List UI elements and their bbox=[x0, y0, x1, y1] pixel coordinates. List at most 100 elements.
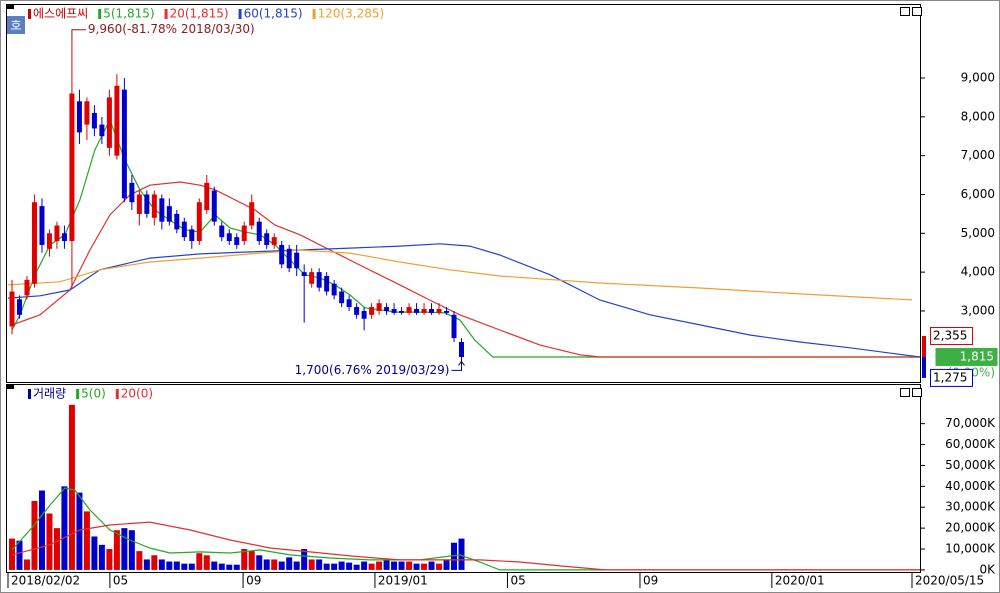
candle-body bbox=[9, 291, 15, 327]
y-tick-label: 7,000 bbox=[961, 148, 995, 162]
candle-body bbox=[444, 310, 450, 313]
volume-bar bbox=[271, 559, 278, 570]
candle-body bbox=[204, 182, 210, 211]
candle-body bbox=[84, 101, 90, 125]
candle-body bbox=[219, 225, 225, 238]
volume-bar bbox=[203, 555, 210, 570]
minimize-icon[interactable] bbox=[900, 388, 910, 397]
candle-body bbox=[196, 202, 202, 242]
volume-bar bbox=[211, 561, 218, 570]
candle-body bbox=[414, 309, 420, 313]
candle-body bbox=[39, 206, 45, 245]
volume-bar bbox=[293, 561, 300, 570]
candle-body bbox=[346, 299, 352, 308]
candle-body bbox=[144, 194, 150, 214]
x-tick-label: 2019/01 bbox=[378, 574, 428, 588]
volume-bar bbox=[353, 564, 360, 570]
y-tick-label: 60,000K bbox=[945, 437, 996, 451]
volume-bar bbox=[151, 555, 158, 570]
volume-bar bbox=[458, 538, 465, 570]
candle-body bbox=[189, 229, 195, 242]
volume-bar bbox=[398, 561, 405, 570]
legend-label: 에스에프씨 bbox=[33, 7, 88, 21]
candle-body bbox=[391, 309, 397, 313]
y-tick-label: 10,000K bbox=[945, 542, 996, 556]
candle-body bbox=[121, 89, 127, 199]
badge-box[interactable] bbox=[7, 16, 25, 34]
volume-bar bbox=[413, 563, 420, 570]
candle-body bbox=[429, 309, 435, 313]
price-panel bbox=[6, 4, 921, 383]
candle-body bbox=[324, 276, 330, 292]
y-tick-label: 9,000 bbox=[961, 70, 995, 84]
x-tick-label: 2020/01 bbox=[775, 574, 825, 588]
price-marker-label: 2,355 bbox=[933, 328, 967, 342]
y-tick-label: 30,000K bbox=[945, 500, 996, 514]
candle-body bbox=[211, 190, 217, 222]
maximize-icon[interactable] bbox=[912, 388, 922, 397]
volume-bar bbox=[376, 561, 383, 570]
candle-body bbox=[241, 225, 247, 242]
volume-bar bbox=[256, 555, 263, 570]
legend-label: 60(1,815) bbox=[244, 7, 303, 21]
volume-bar bbox=[443, 559, 450, 570]
ma-line bbox=[7, 243, 921, 358]
maximize-icon[interactable] bbox=[912, 7, 922, 16]
panel-icon bbox=[7, 385, 14, 389]
candle-body bbox=[331, 283, 337, 296]
legend-label: 5(0) bbox=[81, 387, 106, 401]
ma-line bbox=[11, 521, 920, 571]
volume-bar bbox=[248, 551, 255, 570]
y-tick-label: 70,000K bbox=[945, 416, 996, 430]
candle-body bbox=[384, 307, 390, 311]
candle-body bbox=[279, 244, 285, 265]
y-tick-label: 40,000K bbox=[945, 479, 996, 493]
x-tick-label: 2018/02/02 bbox=[11, 574, 80, 588]
candle-body bbox=[76, 101, 82, 133]
legend-marker bbox=[312, 9, 316, 19]
candle-body bbox=[31, 202, 37, 284]
volume-bar bbox=[8, 538, 15, 570]
candle-body bbox=[99, 124, 105, 137]
y-tick-label: 20,000K bbox=[945, 521, 996, 535]
annotation: 1,700(6.76% 2019/03/29) bbox=[295, 363, 450, 377]
volume-bar bbox=[158, 559, 165, 570]
volume-bar bbox=[241, 549, 248, 570]
candle-body bbox=[286, 248, 292, 269]
candle-body bbox=[46, 233, 52, 249]
legend-marker bbox=[164, 9, 168, 19]
y-tick-label: 3,000 bbox=[961, 303, 995, 317]
candle-body bbox=[249, 202, 255, 226]
window-icons[interactable] bbox=[900, 7, 922, 397]
volume-bar bbox=[391, 561, 398, 570]
volume-bar bbox=[308, 559, 315, 570]
candle-body bbox=[354, 307, 360, 315]
volume-bar bbox=[173, 561, 180, 570]
candle-body bbox=[129, 182, 135, 203]
candle-body bbox=[234, 237, 240, 245]
ma-line bbox=[7, 249, 913, 301]
volume-bar bbox=[338, 561, 345, 570]
badge[interactable]: 호 bbox=[10, 19, 21, 33]
volume-bar bbox=[218, 563, 225, 570]
volume-bar bbox=[46, 513, 53, 570]
candle-body bbox=[174, 213, 180, 230]
legend-label: 20(1,815) bbox=[170, 7, 229, 21]
volume-bar bbox=[136, 551, 143, 570]
volume-bar bbox=[113, 530, 120, 570]
volume-bar bbox=[38, 490, 45, 570]
volume-bar bbox=[368, 563, 375, 570]
y-tick-label: 50,000K bbox=[945, 458, 996, 472]
volume-bar bbox=[23, 559, 30, 570]
candle-body bbox=[376, 303, 382, 311]
volume-bar bbox=[16, 540, 23, 570]
candle-body bbox=[166, 206, 172, 222]
candle-body bbox=[16, 299, 22, 315]
price-marker-box bbox=[930, 326, 973, 345]
candle-body bbox=[106, 97, 112, 148]
volume-bar bbox=[451, 542, 458, 570]
legend-marker bbox=[115, 389, 119, 399]
minimize-icon[interactable] bbox=[900, 7, 910, 16]
